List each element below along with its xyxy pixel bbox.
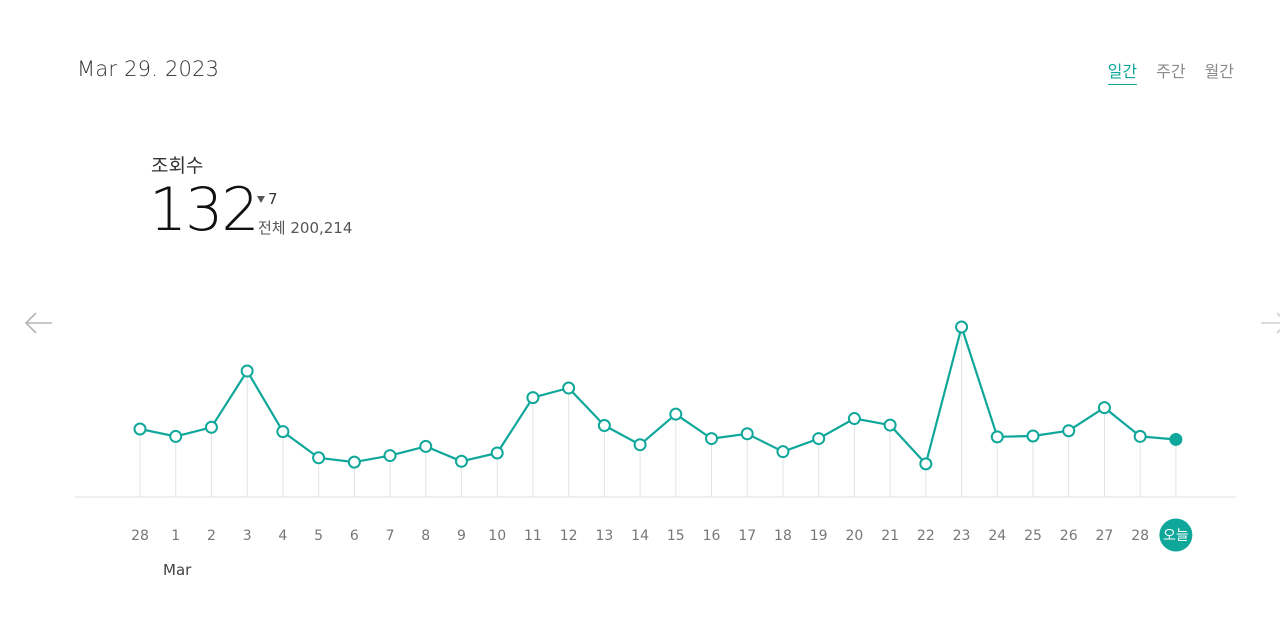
x-tick-label: 11	[524, 528, 542, 544]
arrow-left-icon[interactable]	[23, 307, 55, 339]
data-point	[705, 432, 719, 446]
period-tabs: 일간 주간 월간	[1107, 58, 1234, 85]
month-label: Mar	[163, 561, 192, 579]
data-point	[776, 445, 790, 459]
data-point	[419, 439, 433, 453]
data-point	[633, 438, 647, 452]
data-point	[169, 429, 183, 443]
change-value: 7	[268, 190, 278, 208]
x-tick-label: 8	[421, 528, 430, 544]
data-point	[669, 407, 683, 421]
x-tick-label: 10	[488, 528, 506, 544]
data-point	[847, 412, 861, 426]
x-tick-label: 12	[560, 528, 578, 544]
x-tick-label: 26	[1060, 528, 1078, 544]
x-tick-label: 20	[845, 528, 863, 544]
data-point	[204, 420, 218, 434]
data-point	[597, 419, 611, 433]
x-tick-label: 17	[738, 528, 756, 544]
x-tick-label: 15	[667, 528, 685, 544]
x-tick-label: 23	[953, 528, 971, 544]
tab-weekly[interactable]: 주간	[1156, 62, 1186, 81]
series-line	[139, 325, 1176, 465]
data-point	[383, 449, 397, 463]
x-tick-label: 24	[988, 528, 1006, 544]
x-tick-label: 16	[703, 528, 721, 544]
x-tick-label: 25	[1024, 528, 1042, 544]
down-triangle-icon	[257, 195, 265, 203]
metric-label: 조회수	[151, 155, 204, 177]
data-point	[490, 446, 504, 460]
x-tick-label: 3	[243, 528, 252, 544]
data-point	[454, 454, 468, 468]
data-point	[1026, 429, 1040, 443]
date-title: Mar 29. 2023	[77, 57, 220, 81]
change-indicator: 7	[257, 190, 278, 208]
data-point	[990, 430, 1004, 444]
metric-value: 132	[149, 175, 260, 245]
data-point-today	[1169, 432, 1183, 446]
data-point	[133, 422, 147, 436]
x-tick-label: 19	[810, 528, 828, 544]
today-badge	[1159, 518, 1193, 552]
x-tick-label: 4	[278, 528, 287, 544]
data-point	[562, 381, 576, 395]
x-tick-label: 28	[1131, 528, 1149, 544]
data-point	[1133, 429, 1147, 443]
data-point	[526, 391, 540, 405]
x-tick-label: 22	[917, 528, 935, 544]
x-tick-label: 28	[131, 528, 149, 544]
total-views: 전체 200,214	[258, 219, 353, 237]
x-tick-label-today: 오늘	[1163, 528, 1189, 544]
data-point	[883, 418, 897, 432]
x-tick-label: 2	[207, 528, 216, 544]
x-tick-label: 9	[457, 528, 466, 544]
data-point	[347, 455, 361, 469]
data-point	[240, 364, 254, 378]
data-point	[955, 320, 969, 334]
x-tick-label: 7	[386, 528, 395, 544]
arrow-right-icon[interactable]	[1258, 307, 1280, 339]
x-tick-label: 1	[171, 528, 180, 544]
x-tick-label: 13	[595, 528, 613, 544]
x-tick-label: 14	[631, 528, 649, 544]
x-tick-label: 21	[881, 528, 899, 544]
tab-monthly[interactable]: 월간	[1204, 62, 1234, 81]
x-tick-label: 6	[350, 528, 359, 544]
data-point	[812, 432, 826, 446]
data-point	[1097, 401, 1111, 415]
data-point	[919, 457, 933, 471]
data-point	[740, 427, 754, 441]
data-point	[1062, 424, 1076, 438]
data-point	[312, 451, 326, 465]
data-point	[276, 425, 290, 439]
x-tick-label: 18	[774, 528, 792, 544]
tab-daily[interactable]: 일간	[1107, 58, 1138, 85]
x-tick-label: 5	[314, 528, 323, 544]
x-tick-label: 27	[1096, 528, 1114, 544]
